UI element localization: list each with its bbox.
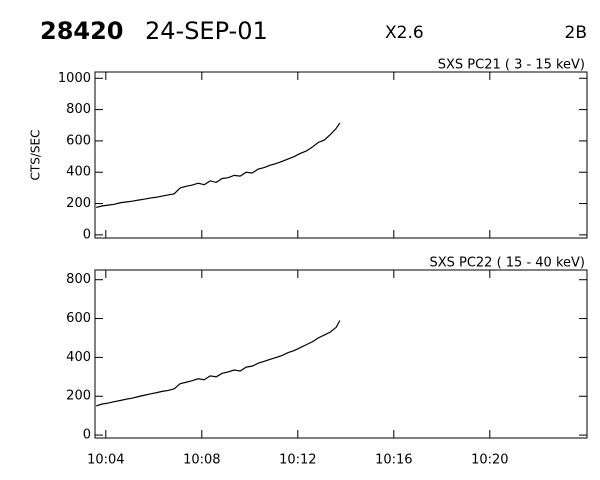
y-tick-label: 800 xyxy=(66,102,91,117)
plot-frame xyxy=(94,71,588,239)
data-line xyxy=(96,122,341,209)
y-axis-label: CTS/SEC xyxy=(29,130,43,181)
panel-title: SXS PC22 ( 15 - 40 keV) xyxy=(429,256,585,271)
y-tick-label: 400 xyxy=(66,165,91,180)
flare-class: X2.6 xyxy=(385,23,424,43)
y-tick-label: 0 xyxy=(83,227,91,242)
panel-title: SXS PC21 ( 3 - 15 keV) xyxy=(438,58,585,73)
y-tick-label: 800 xyxy=(66,272,91,287)
x-tick-label: 10:16 xyxy=(375,453,412,468)
y-tick-label: 1000 xyxy=(58,71,91,86)
event-id: 28420 xyxy=(40,17,124,45)
optical-class: 2B xyxy=(565,23,587,43)
y-tick-label: 400 xyxy=(66,350,91,365)
event-date: 24-SEP-01 xyxy=(145,17,268,45)
x-tick-label: 10:12 xyxy=(279,453,316,468)
y-tick-label: 0 xyxy=(83,428,91,443)
y-tick-label: 600 xyxy=(66,133,91,148)
plot-frame xyxy=(94,269,588,439)
y-tick-label: 200 xyxy=(66,389,91,404)
y-tick-label: 200 xyxy=(66,196,91,211)
y-tick-label: 600 xyxy=(66,311,91,326)
data-line xyxy=(96,320,341,407)
x-tick-label: 10:04 xyxy=(87,453,124,468)
x-tick-label: 10:08 xyxy=(183,453,220,468)
x-tick-label: 10:20 xyxy=(471,453,508,468)
